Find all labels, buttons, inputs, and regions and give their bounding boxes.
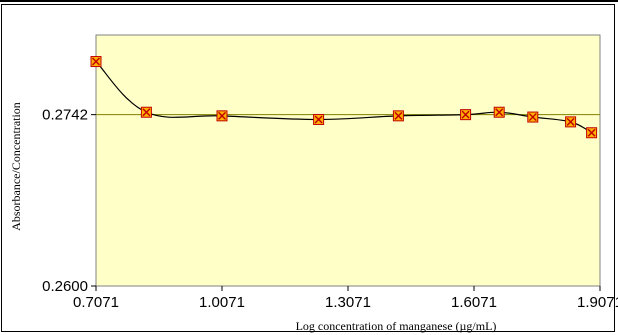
x-tick-label: 1.9071 <box>577 294 618 311</box>
series-line <box>95 61 592 134</box>
y-axis-ticks: 0.2600 0.2742 <box>42 107 96 295</box>
data-point-marker <box>392 110 404 122</box>
data-point-marker <box>493 106 505 118</box>
data-point-marker <box>460 109 472 121</box>
data-point-marker <box>565 116 577 128</box>
x-tick-label: 0.7071 <box>73 294 119 311</box>
x-axis-ticks: 0.7071 1.0071 1.3071 1.6071 1.9071 <box>73 286 618 311</box>
y-tick-label: 0.2600 <box>42 278 88 295</box>
data-point-marker <box>527 111 539 123</box>
plot-area <box>95 34 601 287</box>
x-tick-label: 1.3071 <box>325 294 371 311</box>
y-tick-label: 0.2742 <box>42 107 88 124</box>
data-point-marker <box>313 113 325 125</box>
y-axis-title: Absorbance/Concentration <box>9 102 23 231</box>
top-border-line <box>0 0 618 2</box>
x-tick-label: 1.0071 <box>199 294 245 311</box>
data-markers <box>90 56 598 139</box>
x-axis-title: Log concentration of manganese (µg/mL) <box>296 319 497 333</box>
data-point-marker <box>586 127 598 139</box>
data-point-marker <box>140 106 152 118</box>
data-point-marker <box>216 110 228 122</box>
x-tick-label: 1.6071 <box>451 294 497 311</box>
data-point-marker <box>90 56 102 68</box>
